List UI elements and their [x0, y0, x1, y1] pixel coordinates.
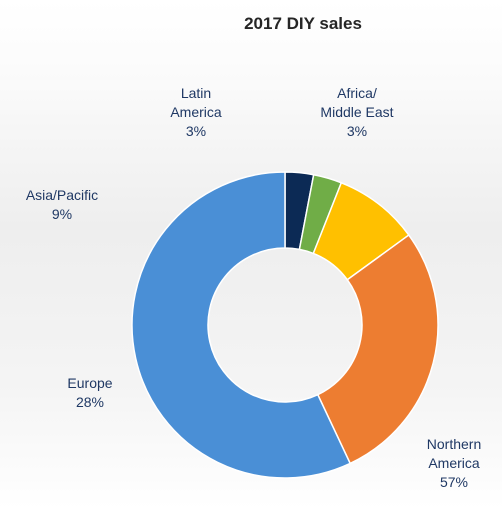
- slice-label: Africa/Middle East 3%: [320, 85, 393, 139]
- slice-label: Northern America 57%: [427, 436, 481, 490]
- slice-label: Asia/Pacific 9%: [26, 187, 98, 222]
- slice-labels: Northern America 57% Europe 28% Asia/Pacific 9…: [26, 85, 481, 490]
- slice-label: Europe 28%: [67, 375, 112, 410]
- slices: [131, 171, 439, 479]
- slice-europe: [316, 234, 439, 465]
- chart-title: 2017 DIY sales: [244, 14, 362, 33]
- slice-label: Latin America 3%: [170, 85, 222, 139]
- slice-northern-america: [131, 171, 352, 479]
